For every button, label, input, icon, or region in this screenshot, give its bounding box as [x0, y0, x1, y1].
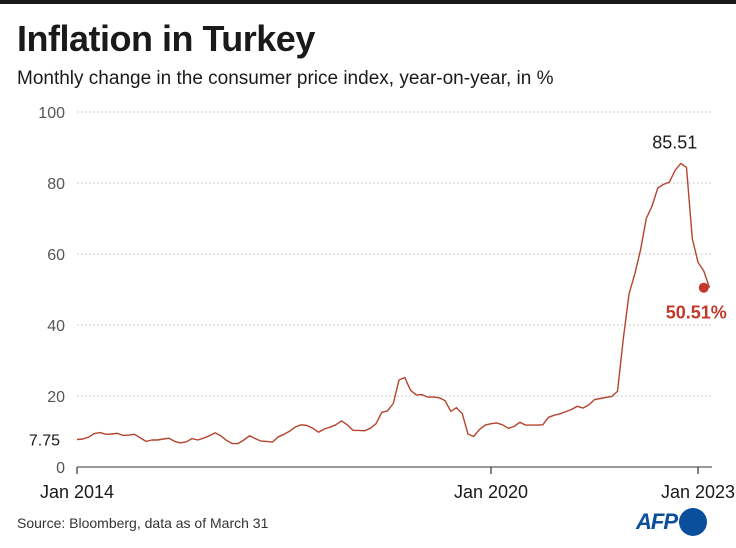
top-rule [0, 0, 736, 4]
gridlines [77, 111, 712, 397]
y-tick-label-100: 100 [38, 105, 65, 122]
chart-title: Inflation in Turkey [17, 18, 315, 59]
chart-subtitle: Monthly change in the consumer price ind… [17, 68, 554, 89]
annotation-peak-value: 85.51 [652, 132, 697, 152]
afp-logo-text: AFP [636, 509, 678, 534]
x-tick-label-2014-01: Jan 2014 [40, 482, 114, 502]
source-note: Source: Bloomberg, data as of March 31 [17, 515, 269, 531]
afp-logo: AFP [636, 505, 707, 539]
y-tick-label-80: 80 [47, 176, 65, 193]
annotation-latest-value: 50.51% [666, 303, 727, 323]
y-tick-label-20: 20 [47, 389, 65, 406]
y-tick-label-40: 40 [47, 318, 65, 335]
cpi-inflation-line [76, 162, 711, 445]
annotation-start-value: 7.75 [29, 432, 60, 449]
x-axis: Jan 2014 Jan 2020 Jan 2023 [40, 466, 735, 502]
x-tick-label-2020-01: Jan 2020 [454, 482, 528, 502]
y-axis-ticks: 0 20 40 60 80 100 [38, 105, 65, 477]
latest-value-dot [698, 282, 709, 293]
annotations: 7.75 85.51 50.51% [29, 132, 727, 449]
afp-logo-dot-icon [679, 508, 707, 536]
x-tick-label-2023-01: Jan 2023 [661, 482, 735, 502]
y-tick-label-60: 60 [47, 247, 65, 264]
y-tick-label-0: 0 [56, 460, 65, 477]
series-layer [76, 162, 711, 445]
